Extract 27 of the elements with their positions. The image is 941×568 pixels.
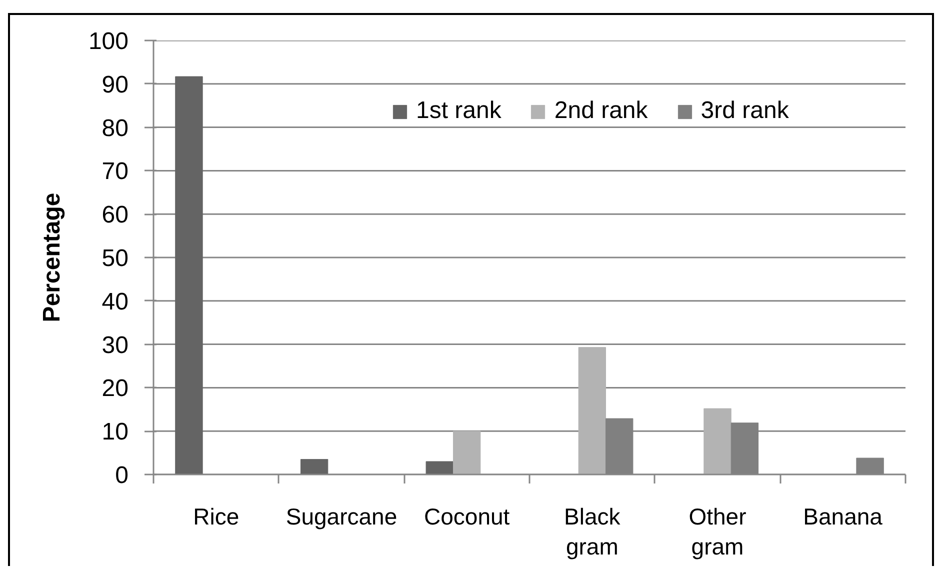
bar bbox=[175, 76, 203, 474]
bar bbox=[452, 430, 481, 474]
x-tick-label: Rice bbox=[193, 504, 240, 530]
bar bbox=[578, 347, 606, 474]
y-tick-label: 40 bbox=[102, 288, 129, 316]
bar bbox=[704, 408, 732, 474]
bar bbox=[426, 461, 454, 474]
legend-label: 3rd rank bbox=[700, 97, 789, 125]
x-tick-label: Black gram bbox=[564, 504, 621, 560]
y-tick-label: 100 bbox=[88, 28, 129, 55]
y-tick-label: 50 bbox=[102, 245, 129, 272]
y-tick-label: 30 bbox=[102, 332, 129, 359]
y-tick-label: 70 bbox=[102, 158, 129, 186]
y-tick-label: 60 bbox=[102, 202, 129, 229]
x-tick-label: Banana bbox=[803, 504, 883, 530]
y-axis-title: Percentage bbox=[38, 192, 66, 322]
bar bbox=[300, 459, 328, 474]
y-tick-label: 90 bbox=[102, 71, 129, 98]
y-tick-label: 10 bbox=[102, 418, 129, 446]
y-tick-label: 20 bbox=[102, 375, 129, 402]
x-tick-label: Coconut bbox=[424, 504, 510, 530]
y-tick-label: 0 bbox=[115, 462, 129, 489]
legend-label: 2nd rank bbox=[554, 97, 648, 125]
legend-label: 1st rank bbox=[416, 97, 502, 125]
x-tick-label: Sugarcane bbox=[286, 504, 398, 530]
x-tick-label: Other gram bbox=[688, 504, 747, 560]
y-tick-label: 80 bbox=[102, 114, 129, 142]
